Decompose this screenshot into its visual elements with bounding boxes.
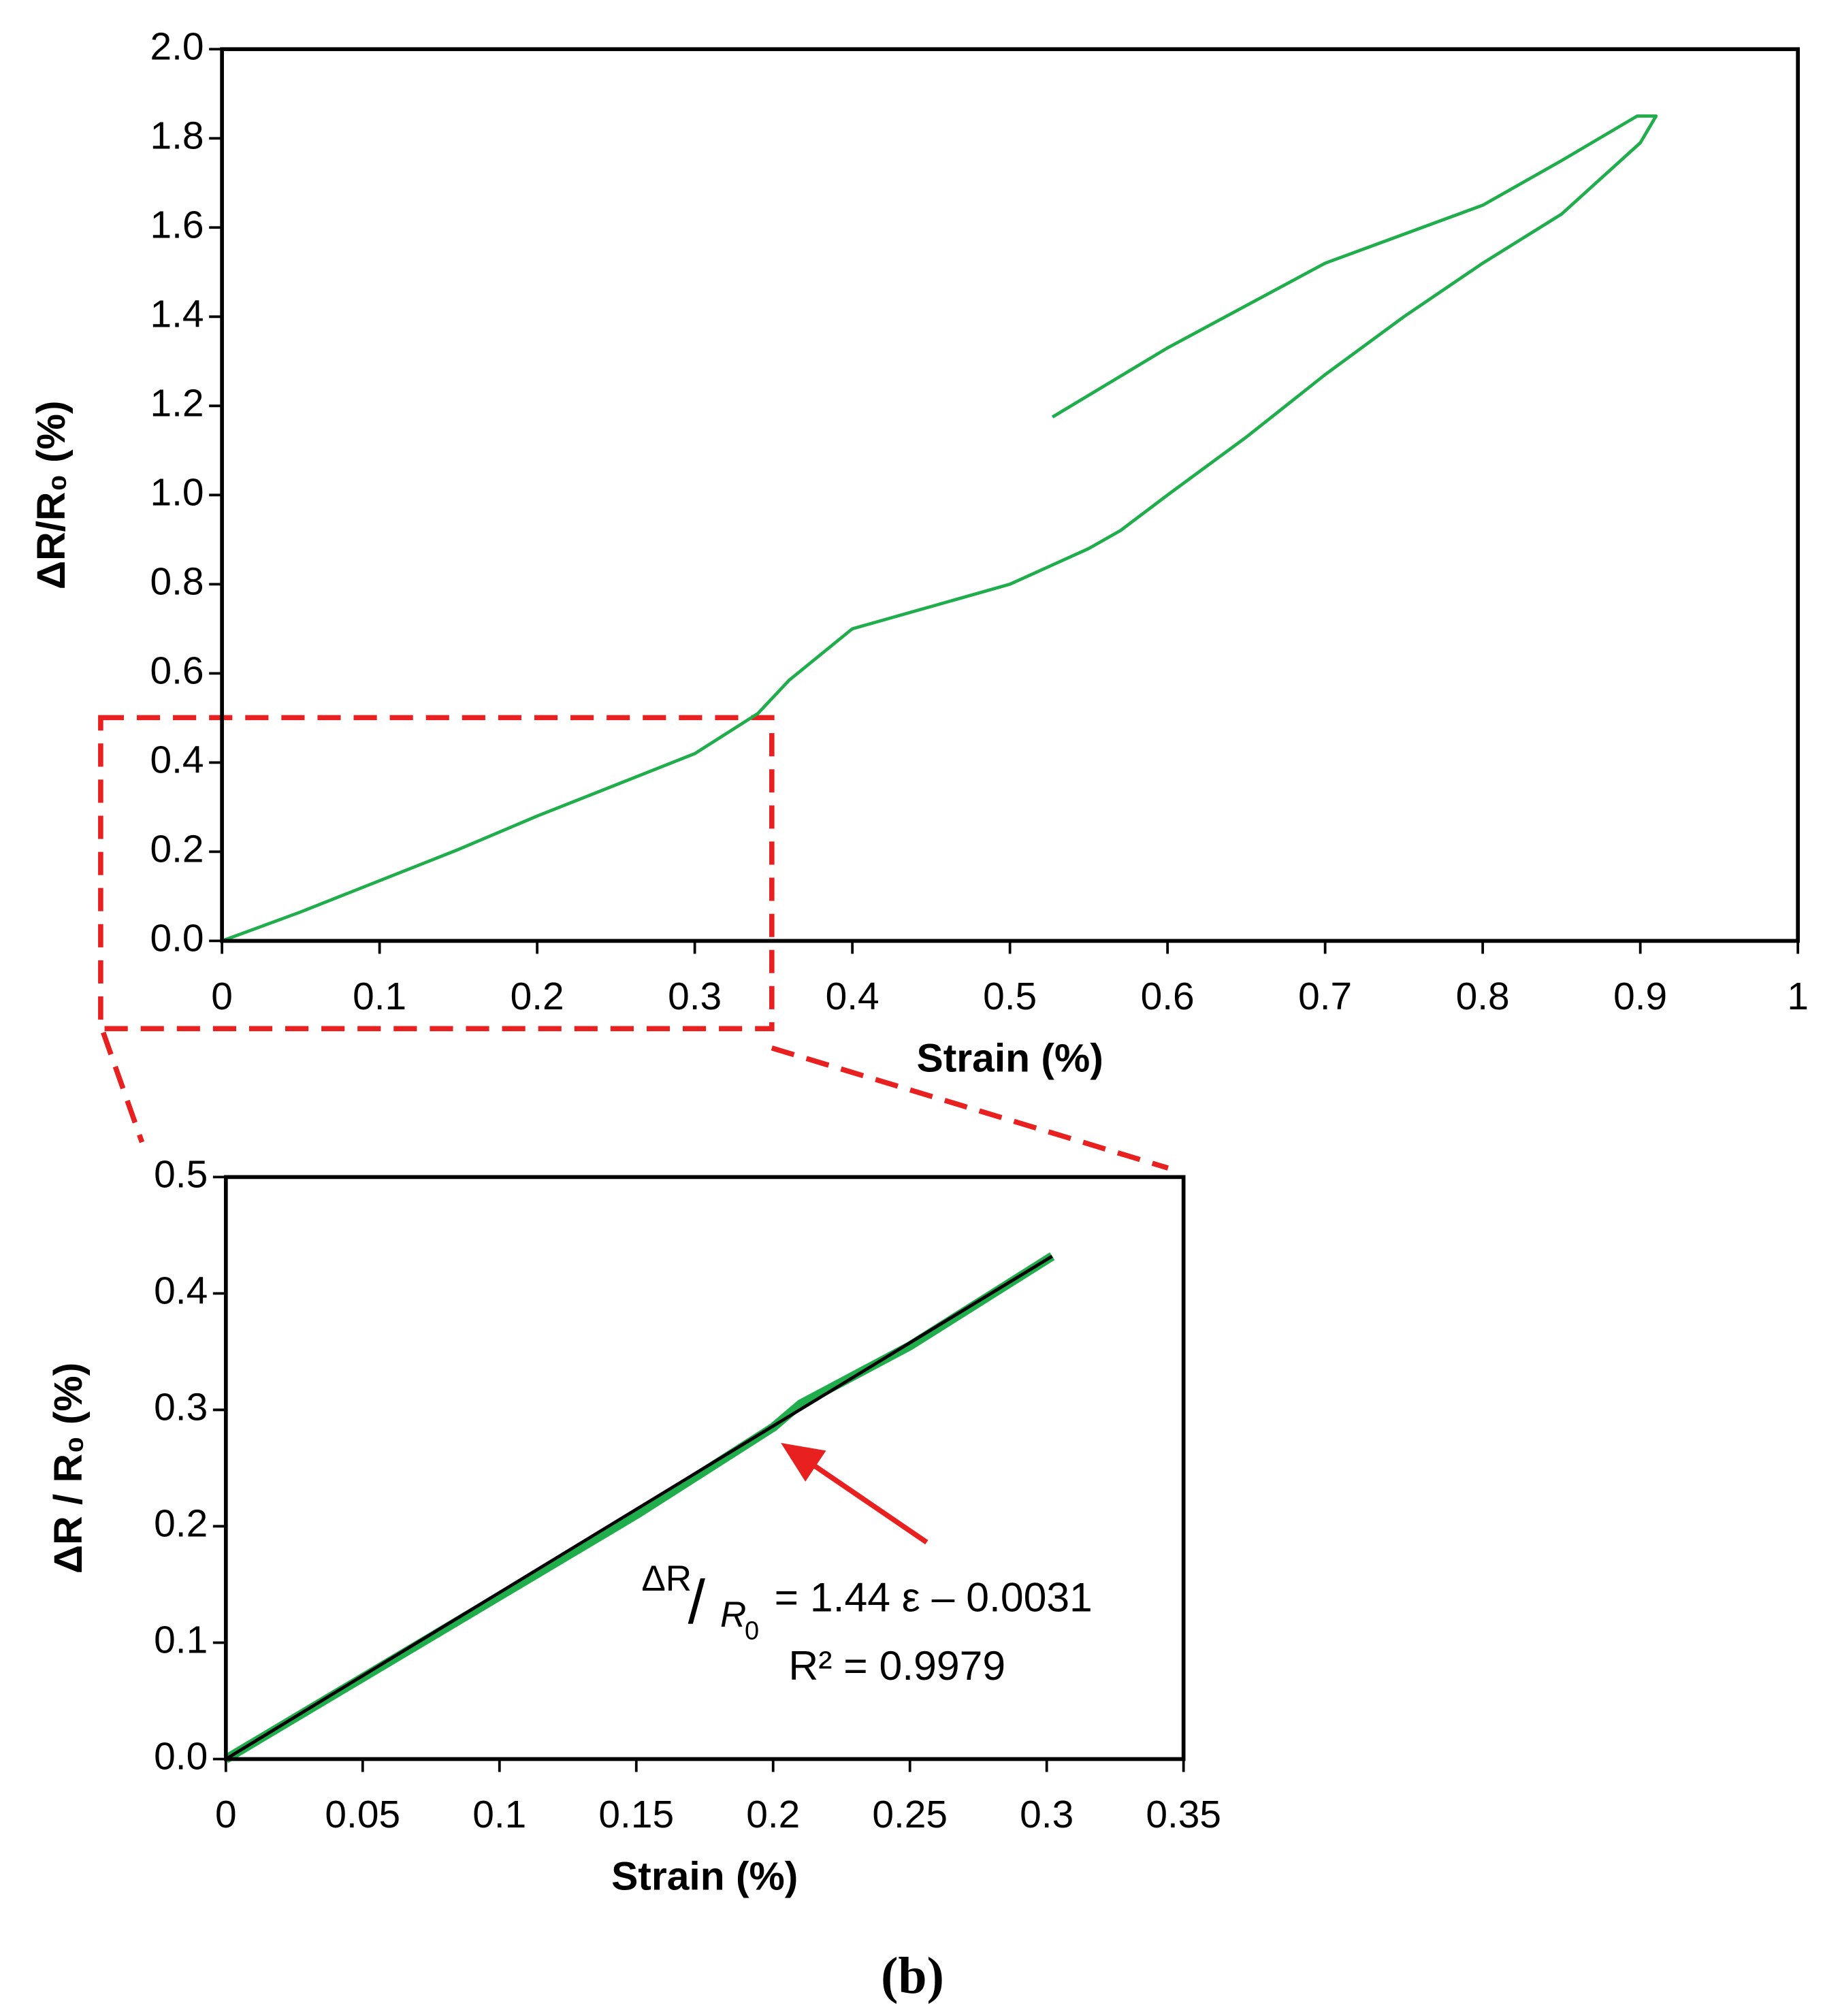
x-tick-label: 0.4 xyxy=(826,975,879,1018)
x-tick-label: 0.7 xyxy=(1298,975,1352,1018)
y-tick-label: 0.6 xyxy=(150,649,204,692)
y-tick-label: 0.0 xyxy=(150,917,204,960)
equation-slash: / xyxy=(688,1568,706,1637)
arrow-head xyxy=(781,1442,826,1482)
x-tick-label: 0.1 xyxy=(353,975,406,1018)
y-axis-title: ΔR/R₀ (%) xyxy=(29,400,74,589)
x-tick-label: 0.3 xyxy=(1020,1793,1073,1836)
x-tick-label: 0.35 xyxy=(1146,1793,1221,1836)
x-tick-label: 0 xyxy=(211,975,233,1018)
y-tick-label: 0.4 xyxy=(154,1269,208,1312)
data-line xyxy=(225,1254,1053,1761)
y-tick-label: 1.0 xyxy=(150,471,204,514)
arrow-shaft xyxy=(811,1463,928,1545)
equation-subscript: 0 xyxy=(745,1617,759,1646)
zoom-connector xyxy=(101,1031,145,1143)
x-tick-label: 0.25 xyxy=(872,1793,948,1836)
caption: (b) xyxy=(881,1947,944,2004)
x-tick-label: 0.9 xyxy=(1613,975,1667,1018)
r-squared: R² = 0.9979 xyxy=(788,1642,1005,1689)
y-tick-label: 2.0 xyxy=(150,25,204,68)
y-tick-label: 0.5 xyxy=(154,1153,208,1196)
x-tick-label: 0 xyxy=(215,1793,237,1836)
plot-frame xyxy=(220,47,1800,943)
x-tick-label: 0.8 xyxy=(1456,975,1510,1018)
x-axis-title: Strain (%) xyxy=(611,1854,798,1898)
x-tick-label: 0.3 xyxy=(668,975,722,1018)
x-axis-title: Strain (%) xyxy=(917,1036,1103,1080)
y-tick-label: 0.0 xyxy=(154,1736,208,1778)
y-tick-label: 1.4 xyxy=(150,293,204,336)
equation: = 1.44 ε – 0.0031 xyxy=(775,1574,1093,1620)
x-tick-label: 0.5 xyxy=(983,975,1037,1018)
y-tick-label: 0.1 xyxy=(154,1619,208,1662)
x-tick-label: 0.6 xyxy=(1141,975,1195,1018)
y-tick-label: 0.2 xyxy=(154,1502,208,1545)
y-tick-label: 0.4 xyxy=(150,738,204,781)
zoom-connector xyxy=(771,1045,1169,1171)
y-tick-label: 1.6 xyxy=(150,204,204,246)
data-line xyxy=(221,114,1658,943)
zoom-box xyxy=(98,715,775,1032)
y-axis-title: ΔR / R₀ (%) xyxy=(46,1363,91,1574)
y-tick-label: 1.8 xyxy=(150,114,204,157)
equation-numerator: ΔR xyxy=(641,1559,692,1599)
y-tick-label: 1.2 xyxy=(150,382,204,425)
equation-denominator: R xyxy=(720,1595,746,1635)
x-tick-label: 0.2 xyxy=(746,1793,800,1836)
y-tick-label: 0.2 xyxy=(150,828,204,871)
plot-frame xyxy=(223,1175,1186,1761)
x-tick-label: 0.1 xyxy=(472,1793,526,1836)
x-tick-label: 0.15 xyxy=(598,1793,674,1836)
y-tick-label: 0.8 xyxy=(150,560,204,603)
y-tick-label: 0.3 xyxy=(154,1386,208,1429)
x-tick-label: 0.05 xyxy=(325,1793,400,1836)
x-tick-label: 0.2 xyxy=(511,975,564,1018)
x-tick-label: 1 xyxy=(1787,975,1809,1018)
